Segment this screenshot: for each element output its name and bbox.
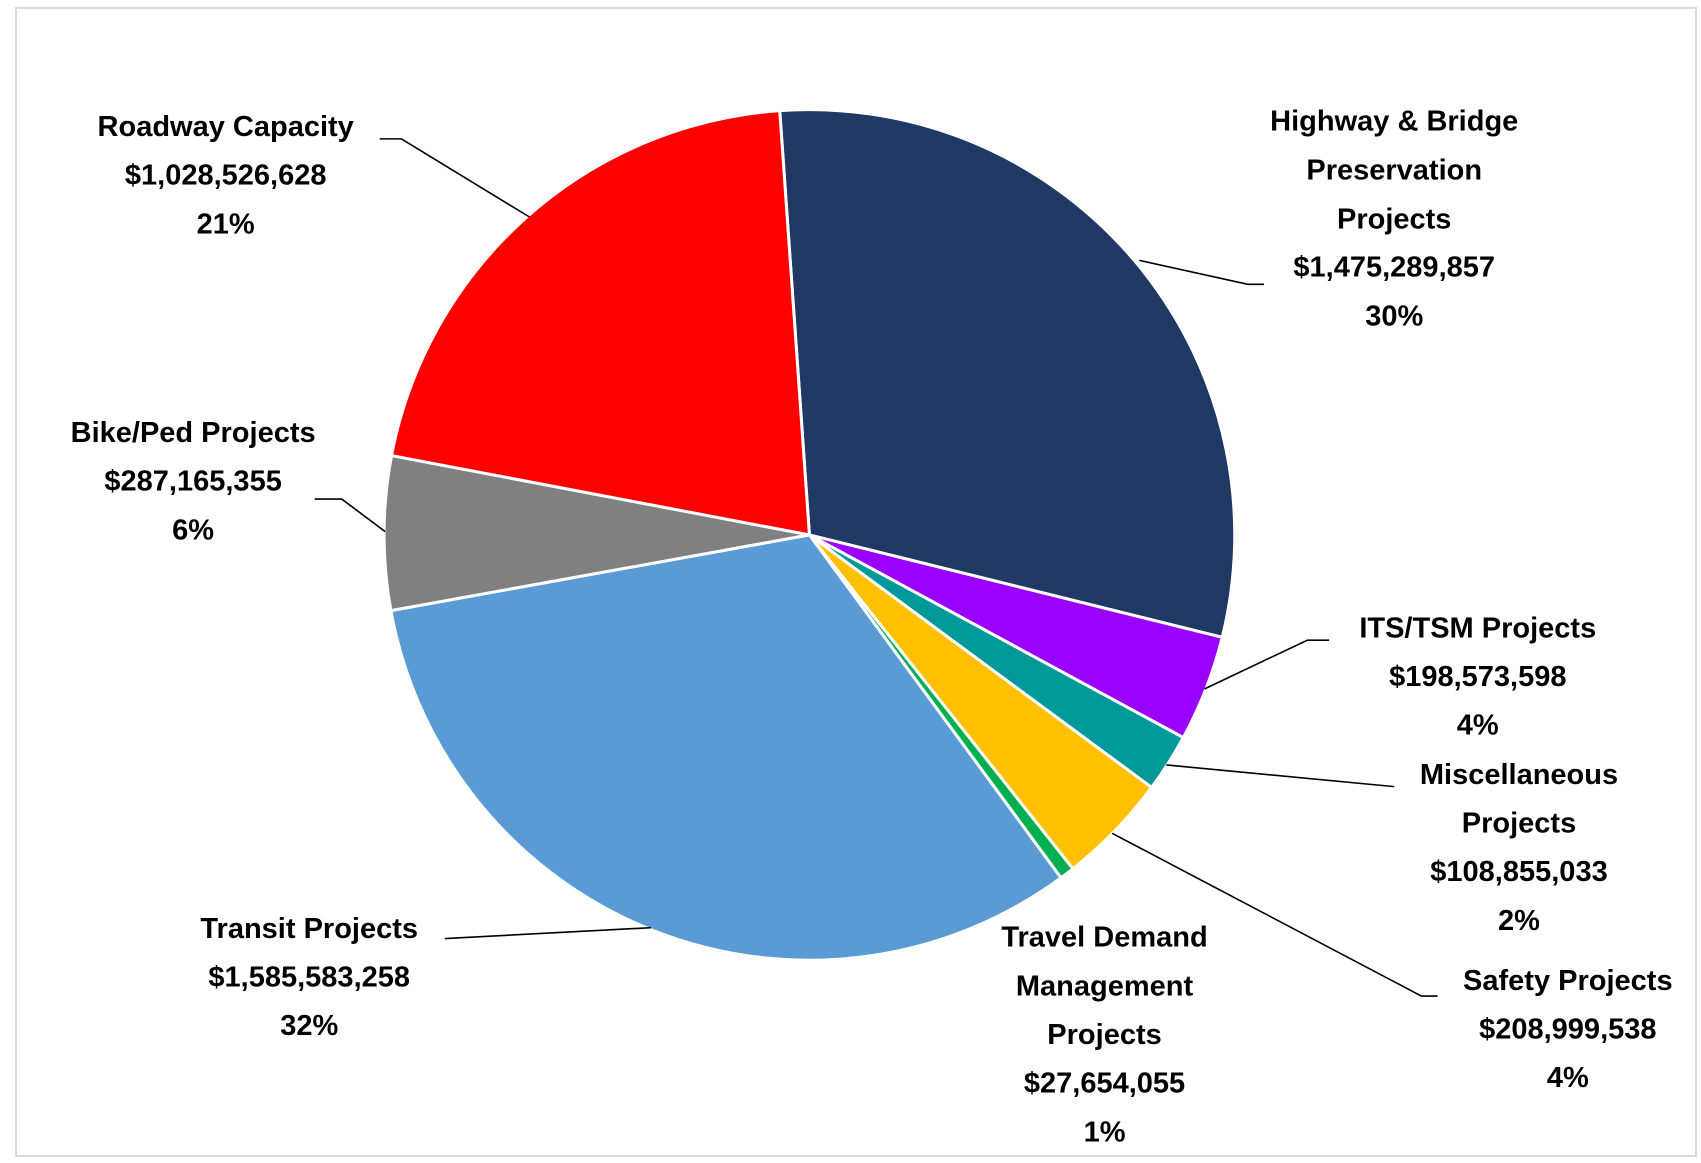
slice-label-percent: 30%	[1365, 301, 1423, 333]
slice-label-name: Roadway Capacity	[98, 111, 354, 143]
slice-label-percent: 4%	[1547, 1062, 1589, 1094]
slice-label-name: Transit Projects	[200, 913, 418, 945]
slice-label-value: $1,475,289,857	[1293, 252, 1495, 284]
slice-label-percent: 2%	[1498, 905, 1540, 937]
pie-slice	[778, 108, 1237, 640]
slice-label-value: $198,573,598	[1389, 661, 1566, 693]
slice-label-value: $1,028,526,628	[125, 160, 327, 192]
slice-label-name: Bike/Ped Projects	[71, 417, 316, 449]
leader-line	[444, 926, 652, 940]
leader-line	[1139, 259, 1265, 286]
slice-label-value: $208,999,538	[1479, 1013, 1656, 1045]
slice-label-name: ITS/TSM Projects	[1359, 612, 1596, 644]
pie-slice	[389, 533, 1064, 962]
slice-label-value: $27,654,055	[1024, 1068, 1185, 1100]
slice-label-value: $108,855,033	[1430, 856, 1607, 888]
leader-line	[1204, 639, 1330, 690]
slice-label-percent: 21%	[197, 208, 255, 240]
slice-label-name: Highway & Bridge Preservation Projects	[1270, 105, 1518, 235]
leader-line	[314, 498, 386, 533]
pie-slice	[382, 453, 810, 613]
slice-label-name: Miscellaneous Projects	[1420, 758, 1618, 839]
slice-label-value: $287,165,355	[104, 465, 281, 497]
slice-label-name: Travel Demand Management Projects	[1001, 921, 1207, 1051]
leader-line	[1166, 764, 1395, 788]
slice-label-name: Safety Projects	[1463, 965, 1673, 997]
leader-line	[1111, 832, 1438, 997]
leader-line	[379, 138, 530, 218]
slice-label-percent: 1%	[1084, 1116, 1126, 1148]
pie-slice	[389, 109, 812, 537]
slice-label-percent: 32%	[280, 1010, 338, 1042]
slice-label-percent: 6%	[172, 514, 214, 546]
slice-label-value: $1,585,583,258	[208, 961, 410, 993]
slice-label-percent: 4%	[1457, 710, 1499, 742]
